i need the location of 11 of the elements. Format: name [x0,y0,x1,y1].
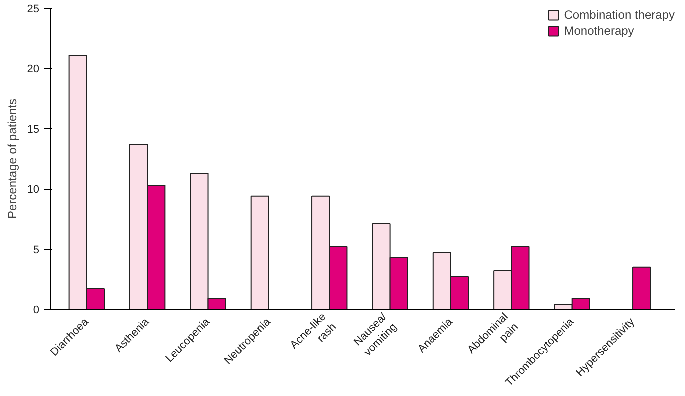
legend-label: Combination therapy [564,8,675,22]
y-tick-label: 5 [33,244,40,256]
bar [632,266,652,310]
legend-label: Monotherapy [564,24,634,38]
y-tick-label: 15 [27,124,40,136]
y-tick-label: 0 [33,304,40,316]
bar [250,196,270,310]
y-axis-title: Percentage of patients [5,98,20,220]
y-tick-label: 25 [27,4,40,16]
y-tick-label: 10 [27,184,40,196]
y-tick-label: 20 [27,64,40,76]
